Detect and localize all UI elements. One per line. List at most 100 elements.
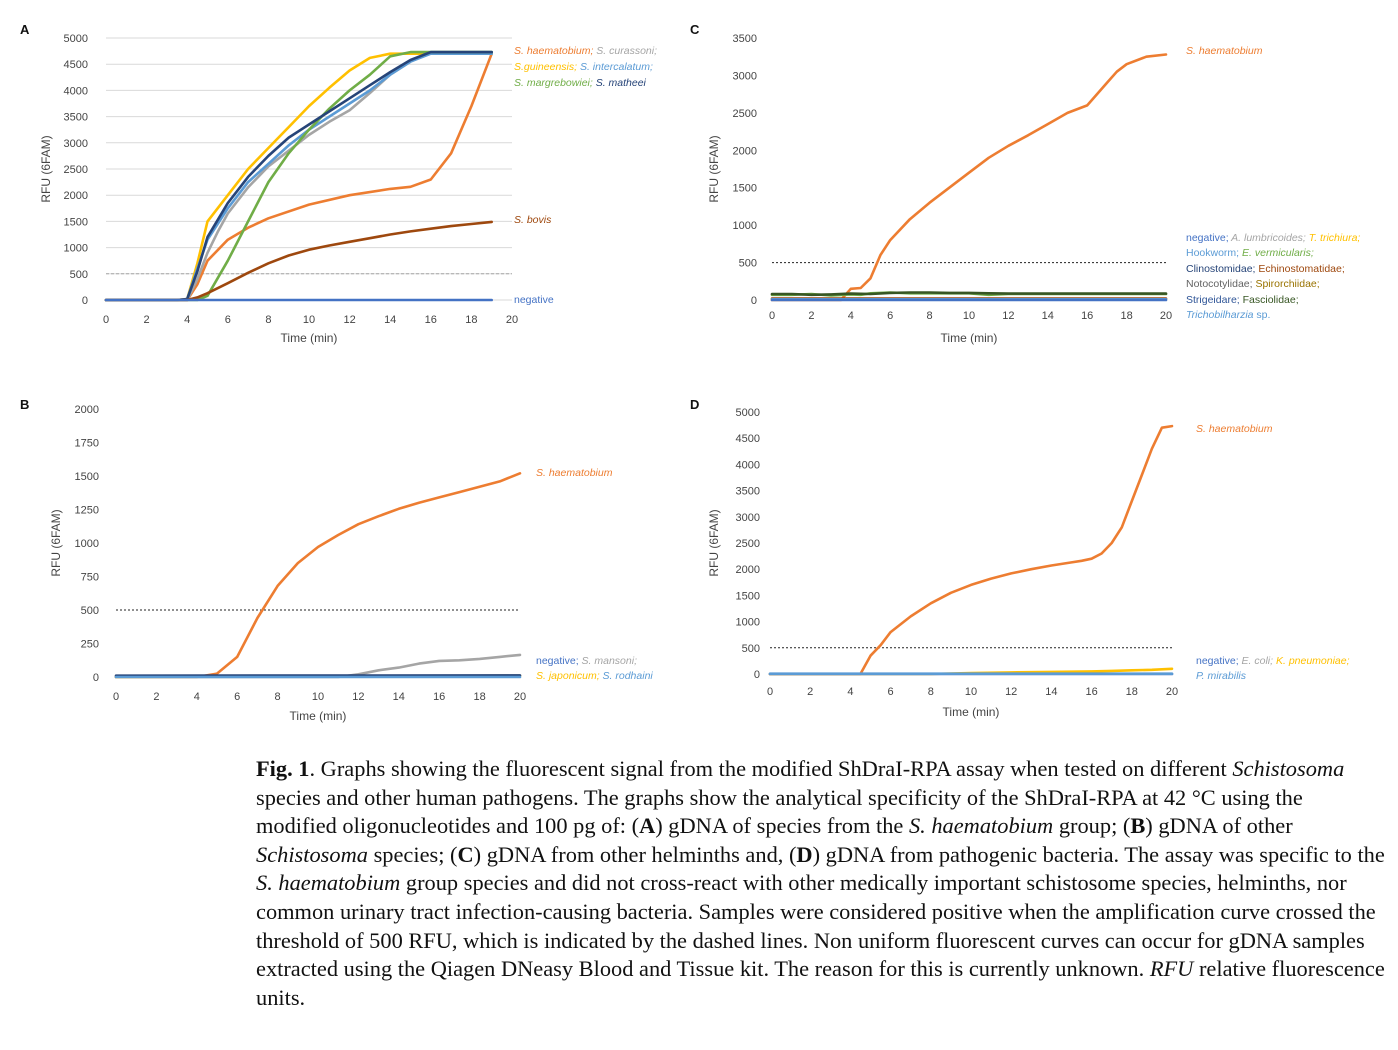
chart-c-legend-text: Trichobilharzia [1186,309,1254,321]
chart-d-y-tick-label: 2500 [736,538,760,550]
chart-c-legend-text: Notocotylidae; [1186,278,1253,290]
chart-d-y-axis-title: RFU (6FAM) [707,509,721,576]
chart-a-legend-text: negative [514,294,554,306]
chart-a-y-tick-label: 500 [70,269,88,281]
chart-b-legend-text: S. haematobium [536,467,613,479]
chart-a-x-tick-label: 8 [265,314,271,326]
chart-b-svg: 0 250 500 750 1000 1250 1500 1750 2000 0 2 4 6 8 10 12 1… [49,404,653,723]
chart-b-x-tick-label: 16 [433,691,445,703]
chart-d-legend-text: S. haematobium [1196,423,1273,435]
chart-b-x-tick-label: 12 [352,691,364,703]
chart-a-svg: 0 500 1000 1500 2000 2500 3000 3500 4000 4500 5000… [39,33,657,345]
chart-panel-d: D 0 500 1000 1500 2000 2500 3000 3500 4000 4500 50… [690,390,1398,740]
chart-c-legend-text: negative; [1186,232,1229,244]
chart-c-series-line [770,291,1168,297]
chart-c-x-tick-label: 18 [1120,310,1132,322]
chart-c-y-tick-label: 2000 [733,145,757,157]
chart-a-y-tick-label: 0 [82,295,88,307]
chart-c-y-tick-label: 2500 [733,108,757,120]
caption-text: ) gDNA from pathogenic bacteria. The ass… [812,841,1385,867]
chart-d-x-tick-label: 10 [965,686,977,698]
chart-c-x-tick-label: 2 [808,310,814,322]
chart-c-legend-entry: Hookworm; E. vermicularis; [1186,247,1314,259]
chart-a-x-tick-label: 16 [425,314,437,326]
chart-b-y-tick-label: 0 [93,672,99,684]
chart-d-x-tick-label: 6 [888,686,894,698]
chart-b-y-tick-label: 500 [81,605,99,617]
chart-d-series-line [768,424,1174,676]
chart-a-legend-text: S. margrebowiei; [514,77,593,89]
chart-c-x-tick-label: 12 [1002,310,1014,322]
chart-a-legend-entry: S. bovis [514,214,552,226]
chart-panel-c: C 0 500 1000 1500 2000 2500 3000 3500 0 2 4 6 8 10 12 1… [690,0,1398,360]
chart-a-x-tick-label: 18 [465,314,477,326]
chart-c-legend-text: Hookworm; [1186,247,1239,259]
chart-c-legend-text: Spirorchiidae; [1253,278,1320,290]
chart-a-y-tick-label: 1000 [64,243,88,255]
chart-b-y-tick-label: 750 [81,572,99,584]
chart-d-y-tick-label: 0 [754,669,760,681]
chart-b-y-tick-label: 1250 [75,505,99,517]
chart-b-x-tick-label: 0 [113,691,119,703]
chart-c-legend-entry: negative; A. lumbricoides; T. trichiura; [1186,232,1360,244]
caption-bold: A [639,813,656,839]
caption-text: group; ( [1053,813,1131,839]
chart-c-y-tick-label: 1500 [733,183,757,195]
caption-label: Fig. 1 [256,756,310,781]
chart-a-legend-text: S. curassoni; [593,45,657,57]
chart-a-y-tick-label: 1500 [64,216,88,228]
figure-caption: Fig. 1. Graphs showing the fluorescent s… [256,755,1386,1012]
chart-d-y-tick-label: 1000 [736,617,760,629]
chart-a-x-tick-label: 2 [144,314,150,326]
caption-italic: S. haematobium [256,870,401,896]
chart-a-y-axis-title: RFU (6FAM) [39,135,53,202]
chart-c-series-line [770,53,1168,302]
chart-a-x-tick-label: 0 [103,314,109,326]
chart-a-x-tick-label: 4 [184,314,190,326]
chart-b-x-tick-label: 20 [514,691,526,703]
chart-b-legend-entry: S. japonicum; S. rodhaini [536,670,653,682]
chart-a-legend-entry: S. margrebowiei; S. matheei [514,77,647,89]
chart-panel-b: B 0 250 500 750 1000 1250 1500 1750 2000 0 2 4 6 8 10 1… [0,390,700,740]
chart-b-legend-text: S. mansoni; [579,655,637,667]
caption-bold: D [796,841,813,867]
caption-bold: B [1130,813,1146,839]
chart-d-x-tick-label: 16 [1085,686,1097,698]
chart-c-legend-text: E. vermicularis; [1239,247,1314,259]
chart-c-legend-text: Clinostomidae; [1186,263,1255,275]
chart-c-svg: 0 500 1000 1500 2000 2500 3000 3500 0 2 4 6 8 10 12 14 1… [707,33,1360,345]
caption-italic: RFU [1149,956,1194,982]
chart-a-x-tick-label: 14 [384,314,396,326]
chart-b-legend-text: negative; [536,655,579,667]
chart-b-legend-text: S. rodhaini [600,670,654,682]
chart-a-legend-text: S. haematobium; [514,45,593,57]
chart-a-series-line [104,220,494,302]
chart-d-x-axis-title: Time (min) [943,705,1000,719]
chart-a-x-tick-label: 20 [506,314,518,326]
chart-d-x-tick-label: 4 [847,686,853,698]
chart-a-y-tick-label: 2500 [64,164,88,176]
chart-c-y-tick-label: 3000 [733,70,757,82]
chart-c-x-axis-title: Time (min) [941,331,998,345]
chart-d-x-tick-label: 8 [928,686,934,698]
chart-a-x-tick-label: 12 [343,314,355,326]
chart-c-x-tick-label: 0 [769,310,775,322]
chart-d-legend-entry: negative; E. coli; K. pneumoniae; [1196,655,1350,667]
chart-b-series-line [114,472,522,679]
chart-b-x-axis-title: Time (min) [290,709,347,723]
chart-d-x-tick-label: 0 [767,686,773,698]
chart-d-legend-text: negative; [1196,655,1239,667]
chart-c-legend-entry: Notocotylidae; Spirorchiidae; [1186,278,1320,290]
chart-c-legend-entry: Trichobilharzia sp. [1186,309,1270,321]
panel-letter-a: A [20,22,30,37]
chart-d-legend-text: K. pneumoniae; [1273,655,1350,667]
chart-c-x-tick-label: 10 [963,310,975,322]
chart-a-legend-entry: S. haematobium; S. curassoni; [514,45,657,57]
chart-c-x-tick-label: 14 [1042,310,1054,322]
chart-c-legend-text: T. trichiura; [1306,232,1361,244]
chart-b-y-tick-label: 2000 [75,404,99,416]
chart-a-legend-text: S. intercalatum; [577,61,653,73]
caption-italic: S. haematobium [908,813,1054,839]
chart-b-y-tick-label: 250 [81,639,99,651]
chart-a-legend-entry: negative [514,294,554,306]
